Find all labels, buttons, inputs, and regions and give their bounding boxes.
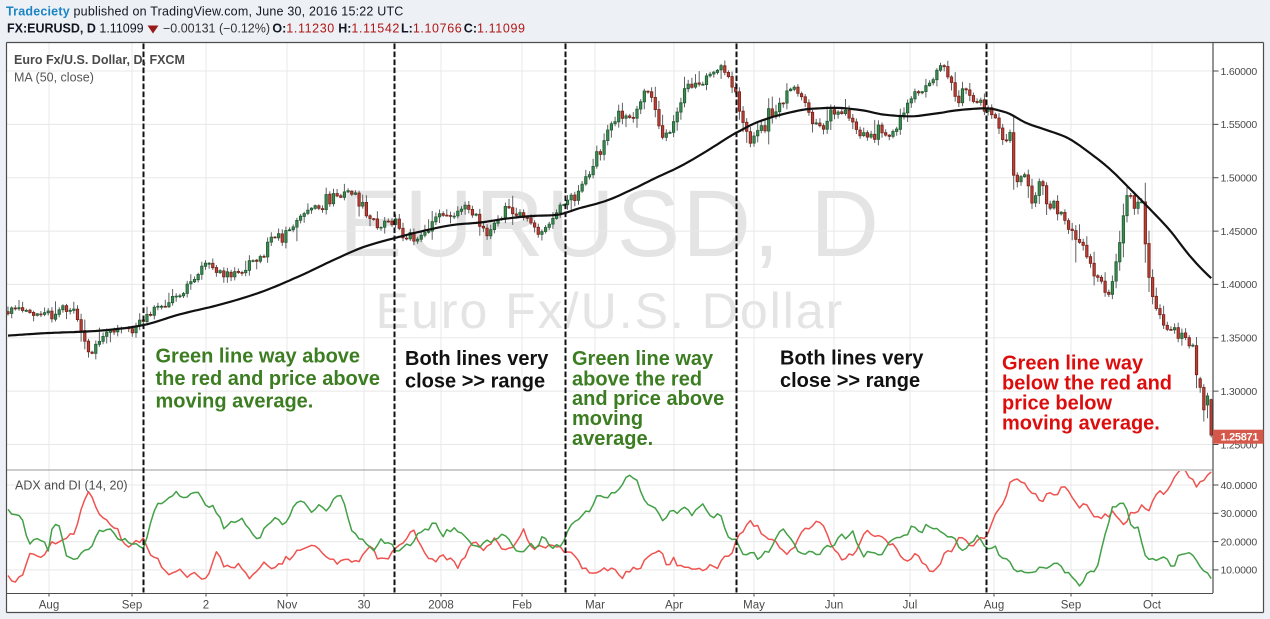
svg-text:FX:EURUSD, D 1.11099: FX:EURUSD, D 1.11099 (7, 22, 144, 36)
svg-text:moving average.: moving average. (156, 391, 314, 413)
svg-text:below the red and: below the red and (1002, 373, 1172, 395)
svg-text:Tradeciety published on Tradin: Tradeciety published on TradingView.com,… (6, 5, 404, 19)
svg-text:MA (50, close): MA (50, close) (14, 71, 94, 85)
svg-text:price below: price below (1002, 393, 1112, 415)
svg-text:average.: average. (572, 428, 653, 450)
svg-text:Feb: Feb (512, 600, 532, 612)
svg-text:Aug: Aug (984, 600, 1004, 612)
svg-text:moving: moving (572, 408, 643, 430)
svg-text:1.45000: 1.45000 (1221, 226, 1258, 238)
svg-text:2008: 2008 (428, 600, 454, 612)
svg-text:Jul: Jul (903, 600, 918, 612)
svg-text:−0.00131 (−0.12%): −0.00131 (−0.12%) (163, 22, 270, 36)
svg-text:Green line way: Green line way (1002, 353, 1144, 375)
svg-text:O:1.11230: O:1.11230 (272, 22, 335, 36)
svg-text:Euro Fx/U.S. Dollar: Euro Fx/U.S. Dollar (376, 283, 845, 339)
svg-text:20.0000: 20.0000 (1221, 536, 1258, 548)
svg-text:Euro Fx/U.S. Dollar, D, FXCM: Euro Fx/U.S. Dollar, D, FXCM (14, 53, 185, 67)
svg-text:1.55000: 1.55000 (1221, 119, 1258, 131)
svg-text:1.40000: 1.40000 (1221, 279, 1258, 291)
svg-text:Green line way: Green line way (572, 348, 714, 370)
svg-text:1.30000: 1.30000 (1221, 386, 1258, 398)
svg-text:Mar: Mar (585, 600, 605, 612)
svg-text:2: 2 (203, 600, 209, 612)
svg-text:1.25871: 1.25871 (1221, 432, 1259, 444)
svg-text:ADX and DI (14, 20): ADX and DI (14, 20) (15, 479, 128, 493)
svg-text:30: 30 (358, 600, 371, 612)
svg-text:Nov: Nov (277, 600, 298, 612)
svg-text:May: May (743, 600, 765, 612)
svg-text:L:1.10766: L:1.10766 (401, 22, 462, 36)
svg-text:close >> range: close >> range (405, 371, 545, 393)
svg-text:Oct: Oct (1143, 600, 1162, 612)
svg-text:Jun: Jun (825, 600, 844, 612)
svg-text:Both lines very: Both lines very (405, 348, 549, 370)
svg-text:Sep: Sep (1061, 600, 1081, 612)
svg-text:and price above: and price above (572, 388, 724, 410)
svg-text:EURUSD, D: EURUSD, D (339, 171, 881, 277)
svg-text:close >> range: close >> range (780, 370, 920, 392)
svg-text:H:1.11542: H:1.11542 (338, 22, 400, 36)
svg-text:1.60000: 1.60000 (1221, 66, 1258, 78)
svg-text:Green line way above: Green line way above (156, 346, 361, 368)
svg-text:1.35000: 1.35000 (1221, 333, 1258, 345)
svg-text:moving average.: moving average. (1002, 413, 1160, 435)
svg-text:Aug: Aug (39, 600, 59, 612)
svg-text:10.0000: 10.0000 (1221, 565, 1258, 577)
svg-text:Both lines very: Both lines very (780, 348, 924, 370)
svg-text:Apr: Apr (665, 600, 683, 612)
svg-text:the red and price above: the red and price above (156, 368, 381, 390)
svg-text:above the red: above the red (572, 368, 702, 390)
svg-text:1.50000: 1.50000 (1221, 173, 1258, 185)
svg-text:Sep: Sep (122, 600, 142, 612)
svg-text:C:1.11099: C:1.11099 (464, 22, 526, 36)
svg-text:30.0000: 30.0000 (1221, 508, 1258, 520)
svg-text:40.0000: 40.0000 (1221, 480, 1258, 492)
